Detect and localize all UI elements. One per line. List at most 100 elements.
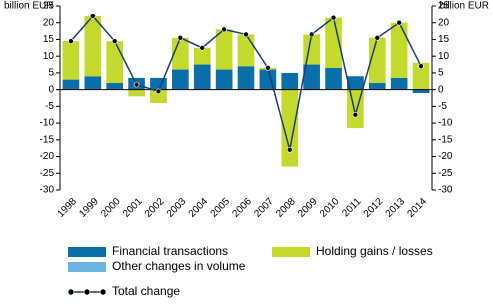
line-point	[418, 63, 424, 70]
bar	[303, 64, 320, 90]
bar	[62, 41, 80, 80]
y2-tick-label: -20	[438, 151, 453, 162]
bar	[84, 16, 102, 77]
x-tick-label: 2009	[296, 196, 320, 220]
y-tick-label: 5	[48, 68, 54, 79]
x-tick-label: 1999	[77, 196, 101, 220]
y-tick-label: 15	[43, 34, 55, 45]
y-tick-label: -10	[40, 118, 55, 129]
bar	[150, 77, 167, 90]
bar	[150, 89, 167, 104]
bar	[390, 22, 408, 78]
x-tick-label: 2000	[99, 196, 123, 220]
x-tick-label: 1998	[55, 196, 79, 220]
bar	[215, 69, 233, 90]
x-tick-label: 2013	[384, 196, 408, 220]
bar	[106, 41, 124, 83]
legend-dot	[83, 288, 91, 296]
bar	[84, 76, 102, 90]
line-point	[155, 88, 162, 95]
bar	[237, 66, 255, 90]
bar	[412, 62, 430, 90]
bar	[172, 69, 189, 90]
bar	[106, 82, 124, 90]
legend-swatch	[68, 247, 106, 257]
bar	[325, 17, 342, 68]
y2-tick-label: 5	[438, 68, 444, 79]
x-tick-label: 2007	[252, 196, 276, 220]
line-point	[265, 65, 271, 71]
bar	[303, 34, 320, 65]
x-tick-label: 2003	[165, 196, 189, 220]
line-point	[286, 147, 293, 153]
y-tick-label: -25	[40, 168, 55, 179]
line-point	[68, 38, 74, 44]
legend-swatch	[272, 247, 310, 257]
legend-label: Total change	[112, 284, 180, 298]
bar	[368, 37, 386, 83]
y2-tick-label: 20	[438, 17, 450, 28]
legend-dot	[67, 288, 75, 296]
y2-tick-label: -30	[438, 185, 453, 196]
y2-tick-label: -5	[438, 101, 447, 112]
bar	[390, 77, 408, 90]
bar	[237, 34, 255, 67]
legend-label: Financial transactions	[112, 244, 228, 258]
line-point	[111, 38, 118, 44]
y2-tick-label: 0	[438, 84, 444, 95]
line-point	[133, 81, 140, 88]
y2-tick-label: -25	[438, 168, 453, 179]
y2-tick-label: -10	[438, 118, 453, 129]
line-point	[308, 31, 315, 38]
line-point	[177, 34, 184, 41]
legend-label: Other changes in volume	[112, 259, 246, 273]
y2-tick-label: 10	[438, 51, 450, 62]
bar	[281, 72, 299, 90]
x-tick-label: 2010	[318, 196, 342, 220]
line-point	[374, 34, 381, 41]
bar	[193, 64, 211, 90]
y2-tick-label: 25	[438, 1, 450, 12]
legend-dot	[99, 288, 107, 296]
line-point	[396, 19, 402, 26]
x-tick-label: 2008	[274, 196, 298, 220]
y2-tick-label: 15	[438, 34, 450, 45]
x-tick-label: 2014	[406, 196, 430, 220]
bar	[193, 47, 211, 65]
legend-label: Holding gains / losses	[316, 244, 433, 258]
y-tick-label: -30	[40, 185, 55, 196]
bar	[281, 89, 299, 167]
legend-swatch	[68, 262, 106, 272]
bar	[259, 69, 277, 90]
bar	[62, 79, 80, 90]
y-tick-label: 25	[43, 1, 55, 12]
y-tick-label: -15	[40, 134, 55, 145]
bar	[325, 67, 342, 90]
bar	[368, 82, 386, 90]
line-point	[330, 14, 337, 21]
y-tick-label: -20	[40, 151, 55, 162]
line-point	[199, 45, 206, 51]
y-tick-label: 0	[48, 84, 54, 95]
line-point	[221, 26, 227, 33]
x-tick-label: 2006	[230, 196, 254, 220]
bar	[347, 76, 364, 90]
x-tick-label: 2011	[340, 196, 363, 219]
bar	[128, 89, 145, 97]
x-tick-label: 2005	[209, 196, 233, 220]
y-tick-label: 10	[43, 51, 55, 62]
line-point	[352, 111, 359, 118]
x-tick-label: 2004	[187, 196, 211, 220]
y2-axis-label: billion EUR	[440, 1, 489, 12]
line-point	[90, 13, 96, 19]
y-tick-label: -5	[45, 101, 54, 112]
bar	[172, 37, 189, 70]
x-tick-label: 2012	[362, 196, 386, 220]
x-tick-label: 2001	[121, 196, 145, 220]
y-axis-label: billion EUR	[4, 1, 53, 12]
y-tick-label: 20	[43, 17, 55, 28]
bar	[412, 89, 430, 93]
bar	[215, 29, 233, 70]
y2-tick-label: -15	[438, 134, 453, 145]
